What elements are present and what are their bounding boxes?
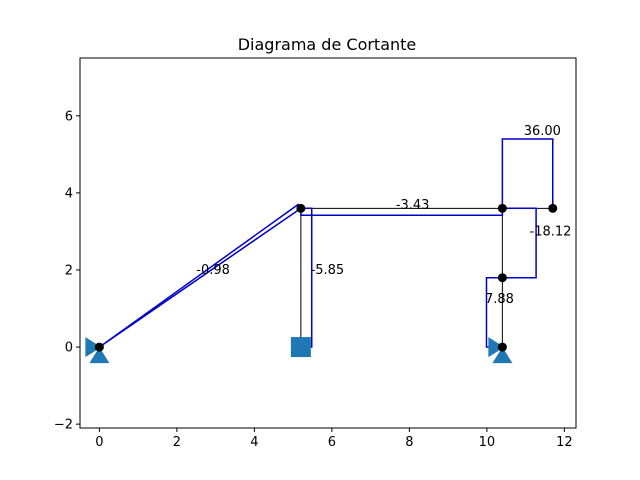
support-pin-0 (89, 347, 110, 364)
chart-title: Diagrama de Cortante (238, 35, 417, 54)
y-tick-label-4: 6 (65, 109, 73, 124)
x-tick-label-0: 0 (95, 435, 103, 450)
y-tick-label-2: 2 (65, 263, 73, 278)
axes: 0 2 4 6 8 10 12 −2 0 2 4 6 (54, 57, 577, 450)
x-tick-label-1: 2 (173, 435, 181, 450)
x-tick-label-3: 6 (328, 435, 336, 450)
shear-value-label-3: 36.00 (524, 124, 561, 139)
y-tick-label-1: 0 (65, 341, 73, 356)
node-point-0 (94, 342, 104, 352)
node-point-5 (497, 342, 507, 352)
shear-diagram-segment-3 (501, 138, 554, 209)
support-pin-2 (492, 347, 513, 364)
shear-diagram-segment-5 (485, 276, 503, 348)
support-roller-2 (488, 337, 505, 358)
node-point-1 (296, 203, 306, 213)
shear-value-label-2: -3.43 (396, 198, 430, 213)
x-tick-label-5: 10 (479, 435, 496, 450)
node-point-3 (548, 203, 558, 213)
shear-value-label-0: -0.98 (196, 263, 230, 278)
node-point-4 (497, 273, 507, 283)
shear-value-label-1: -5.85 (311, 263, 345, 278)
node-point-2 (497, 203, 507, 213)
plot-area: -0.98 -5.85 -3.43 36.00 -18.12 7.88 (85, 124, 572, 364)
shear-diagram-segment-4 (502, 207, 537, 279)
x-tick-label-2: 4 (250, 435, 258, 450)
y-tick-label-3: 4 (65, 186, 73, 201)
plot-content (85, 138, 558, 364)
plot-frame (79, 57, 577, 429)
x-tick-label-6: 12 (556, 435, 573, 450)
y-tick-label-0: −2 (54, 418, 73, 433)
support-roller-0 (85, 337, 102, 358)
shear-value-label-5: 7.88 (485, 292, 514, 307)
shear-value-label-4: -18.12 (530, 224, 572, 239)
x-tick-label-4: 8 (405, 435, 413, 450)
support-fixed-1 (290, 337, 311, 358)
